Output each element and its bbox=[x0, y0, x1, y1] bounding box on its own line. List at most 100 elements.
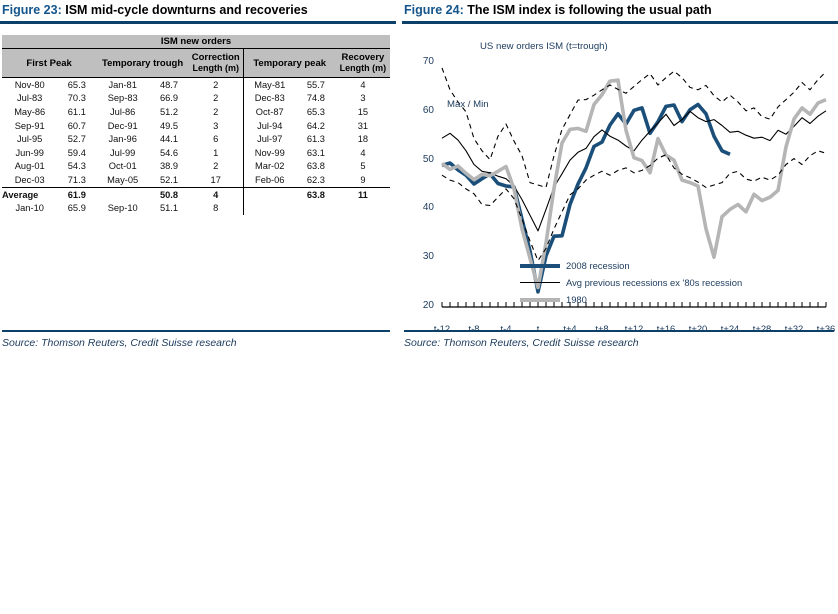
series-line bbox=[441, 150, 827, 262]
cell-temp-peak-date: Jul-94 bbox=[242, 118, 296, 133]
legend-label: 1980 bbox=[566, 294, 587, 305]
y-axis-tick-label: 40 bbox=[422, 202, 434, 214]
cell-first-peak-date: Dec-03 bbox=[14, 174, 45, 185]
cell-correction-length: 1 bbox=[213, 147, 219, 158]
cell-temp-peak-value: 55.7 bbox=[296, 76, 336, 92]
cell-first-peak-value: 70.3 bbox=[67, 93, 86, 104]
ism-new-orders-table: ISM new orders First Peak Temporary trou… bbox=[2, 35, 390, 215]
table-row: Aug-01 54.3 Oct-01 38.9 2 Mar-02 63.8 5 bbox=[2, 159, 390, 174]
y-axis-tick-label: 60 bbox=[422, 104, 434, 116]
cell-first-peak-value: 65.3 bbox=[57, 76, 97, 92]
table-band-title: ISM new orders bbox=[2, 35, 390, 49]
cell-temp-peak-value: 64.2 bbox=[306, 120, 325, 131]
x-axis-tick-label: t-4 bbox=[500, 323, 512, 334]
cell-first-peak-value: 71.3 bbox=[67, 174, 86, 185]
table-row: Jul-83 70.3 Sep-83 66.9 2 Dec-83 74.8 3 bbox=[2, 91, 390, 106]
cell-latest-recovery bbox=[336, 201, 390, 215]
cell-latest-temp-peak-date bbox=[242, 201, 296, 215]
cell-first-peak-value: 60.7 bbox=[67, 120, 86, 131]
x-axis-tick-label: t bbox=[536, 323, 540, 334]
cell-trough-date: Sep-83 bbox=[107, 93, 138, 104]
cell-correction-length: 2 bbox=[213, 161, 219, 172]
figure-23-label: Figure 23: bbox=[2, 3, 62, 17]
cell-average-correction: 4 bbox=[188, 186, 244, 202]
cell-first-peak-value: 59.4 bbox=[67, 147, 86, 158]
cell-latest-correction: 8 bbox=[213, 203, 219, 214]
figure-23-title: Figure 23: ISM mid-cycle downturns and r… bbox=[0, 0, 396, 21]
legend-item: 1980 bbox=[520, 291, 742, 308]
table-row: Sep-91 60.7 Dec-91 49.5 3 Jul-94 64.2 31 bbox=[2, 118, 390, 133]
cell-first-peak-date: Nov-80 bbox=[2, 76, 58, 92]
cell-temp-peak-date: Feb-06 bbox=[242, 173, 296, 188]
table-row: Dec-03 71.3 May-05 52.1 17 Feb-06 62.3 9 bbox=[2, 173, 390, 188]
cell-first-peak-date: Jun-99 bbox=[15, 147, 44, 158]
col-header-recovery-sub: Length (m) bbox=[339, 63, 387, 73]
cell-temp-peak-value: 62.3 bbox=[306, 174, 325, 185]
series-line bbox=[440, 78, 827, 290]
table-row: Nov-80 65.3 Jan-81 48.7 2 May-81 55.7 4 bbox=[2, 76, 390, 92]
figure-23-title-text: ISM mid-cycle downturns and recoveries bbox=[61, 3, 308, 17]
chart-subtitle: US new orders ISM (t=trough) bbox=[480, 41, 608, 52]
legend-swatch bbox=[520, 263, 560, 268]
cell-temp-peak-date: Mar-02 bbox=[242, 159, 296, 174]
col-header-correction-main: Correction bbox=[191, 52, 240, 63]
cell-latest-peak-value: 65.9 bbox=[67, 203, 86, 214]
figure-23-title-rule bbox=[0, 21, 396, 24]
cell-temp-peak-value: 65.3 bbox=[306, 106, 325, 117]
series-line bbox=[441, 67, 827, 188]
cell-correction-length: 3 bbox=[213, 120, 219, 131]
cell-latest-peak-date: Jan-10 bbox=[15, 203, 44, 214]
y-axis-tick-label: 20 bbox=[422, 300, 434, 311]
cell-trough-value: 38.9 bbox=[159, 161, 179, 172]
cell-recovery-length: 15 bbox=[357, 106, 369, 117]
figure-23-source-text: Source: Thomson Reuters, Credit Suisse r… bbox=[2, 336, 237, 349]
col-header-temporary-peak: Temporary peak bbox=[242, 48, 336, 78]
legend-item: 2008 recession bbox=[520, 257, 742, 274]
cell-temp-peak-value: 63.8 bbox=[306, 161, 325, 172]
cell-trough-date: Jul-99 bbox=[110, 147, 136, 158]
cell-trough-value: 49.5 bbox=[159, 120, 179, 131]
cell-average-first-peak: 61.9 bbox=[57, 186, 97, 202]
cell-correction-length: 2 bbox=[213, 106, 219, 117]
legend-label: 2008 recession bbox=[566, 260, 630, 271]
figure-24-title-text: The ISM index is following the usual pat… bbox=[463, 3, 712, 17]
y-axis-tick-label: 50 bbox=[422, 153, 434, 165]
chart-svg bbox=[440, 67, 827, 308]
cell-average-label: Average bbox=[2, 186, 58, 202]
legend-swatch bbox=[520, 281, 560, 284]
cell-latest-temp-peak-value bbox=[296, 201, 336, 215]
cell-average-recovery: 11 bbox=[335, 186, 390, 202]
x-axis-tick-label: t+28 bbox=[752, 323, 772, 334]
x-axis-tick-label: t+36 bbox=[816, 323, 836, 334]
table-body: Nov-80 65.3 Jan-81 48.7 2 May-81 55.7 4 Jul-83 70… bbox=[2, 76, 390, 215]
x-axis-tick-label: t-8 bbox=[468, 323, 480, 334]
cell-recovery-length: 31 bbox=[357, 120, 369, 131]
cell-correction-length: 2 bbox=[188, 76, 244, 92]
table-band-row: ISM new orders bbox=[2, 35, 390, 49]
figure-24-label: Figure 24: bbox=[404, 3, 464, 17]
x-axis-tick-label: t+4 bbox=[563, 323, 577, 334]
x-axis-tick-label: t+24 bbox=[720, 323, 740, 334]
cell-temp-peak-date: Oct-87 bbox=[242, 105, 296, 119]
table-row: May-86 61.1 Jul-86 51.2 2 Oct-87 65.3 15 bbox=[2, 105, 390, 119]
x-axis-tick-label: t+8 bbox=[595, 323, 609, 334]
figure-23-panel: Figure 23: ISM mid-cycle downturns and r… bbox=[0, 0, 396, 349]
figure-24-source-text: Source: Thomson Reuters, Credit Suisse r… bbox=[404, 336, 639, 349]
col-header-recovery-main: Recovery bbox=[341, 52, 385, 63]
cell-trough-date: Jan-81 bbox=[96, 76, 150, 92]
cell-trough-value: 51.2 bbox=[159, 106, 179, 117]
cell-recovery-length: 3 bbox=[360, 93, 366, 104]
cell-correction-length: 2 bbox=[213, 93, 219, 104]
cell-temp-peak-date: May-81 bbox=[242, 76, 296, 92]
cell-trough-date: Dec-91 bbox=[107, 120, 138, 131]
cell-temp-peak-date: Jul-97 bbox=[242, 132, 296, 146]
y-axis-tick-label: 70 bbox=[422, 56, 434, 67]
figure-24-source-block: Source: Thomson Reuters, Credit Suisse r… bbox=[404, 330, 834, 349]
col-header-first-peak: First Peak bbox=[2, 48, 97, 78]
cell-temp-peak-date: Nov-99 bbox=[242, 145, 296, 160]
cell-first-peak-date: Jul-95 bbox=[17, 134, 43, 145]
table-row-latest: Jan-10 65.9 Sep-10 51.1 8 bbox=[2, 201, 390, 215]
cell-first-peak-value: 54.3 bbox=[67, 161, 86, 172]
cell-temp-peak-value: 61.3 bbox=[306, 134, 325, 145]
cell-correction-length: 6 bbox=[213, 134, 219, 145]
